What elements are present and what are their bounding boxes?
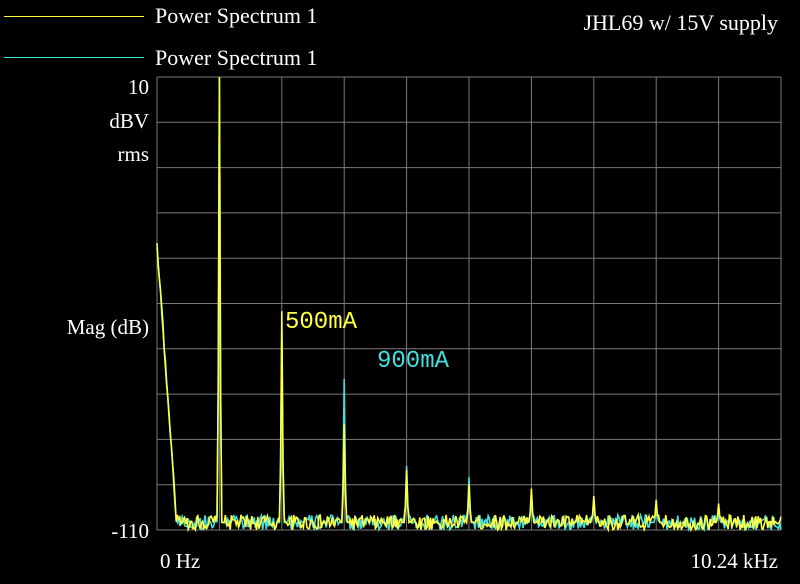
plot-grid	[156, 76, 782, 531]
series-line-1	[156, 76, 782, 533]
chart-header-note: JHL69 w/ 15V supply	[583, 10, 778, 35]
x-right-tick: 10.24 kHz	[690, 549, 779, 573]
legend-item-2: Power Spectrum 1	[0, 47, 380, 69]
y-axis-label: Mag (dB)	[66, 315, 149, 339]
y-unit-line1: dBV	[109, 109, 149, 133]
legend-label-2: Power Spectrum 1	[155, 45, 318, 70]
legend-label-1: Power Spectrum 1	[155, 3, 318, 28]
annotation-900ma: 900mA	[377, 348, 450, 375]
legend-swatch-yellow	[4, 16, 144, 17]
legend-swatch-cyan	[4, 57, 144, 58]
y-bottom-tick: -110	[111, 519, 149, 543]
annotation-500ma: 500mA	[285, 309, 358, 336]
y-unit-line2: rms	[117, 142, 150, 166]
legend-item-1: Power Spectrum 1	[0, 5, 380, 27]
y-top-tick: 10	[128, 75, 149, 99]
x-left-tick: 0 Hz	[160, 549, 201, 573]
plot-traces	[156, 76, 782, 533]
plot-annotations: 500mA 900mA	[285, 309, 450, 375]
